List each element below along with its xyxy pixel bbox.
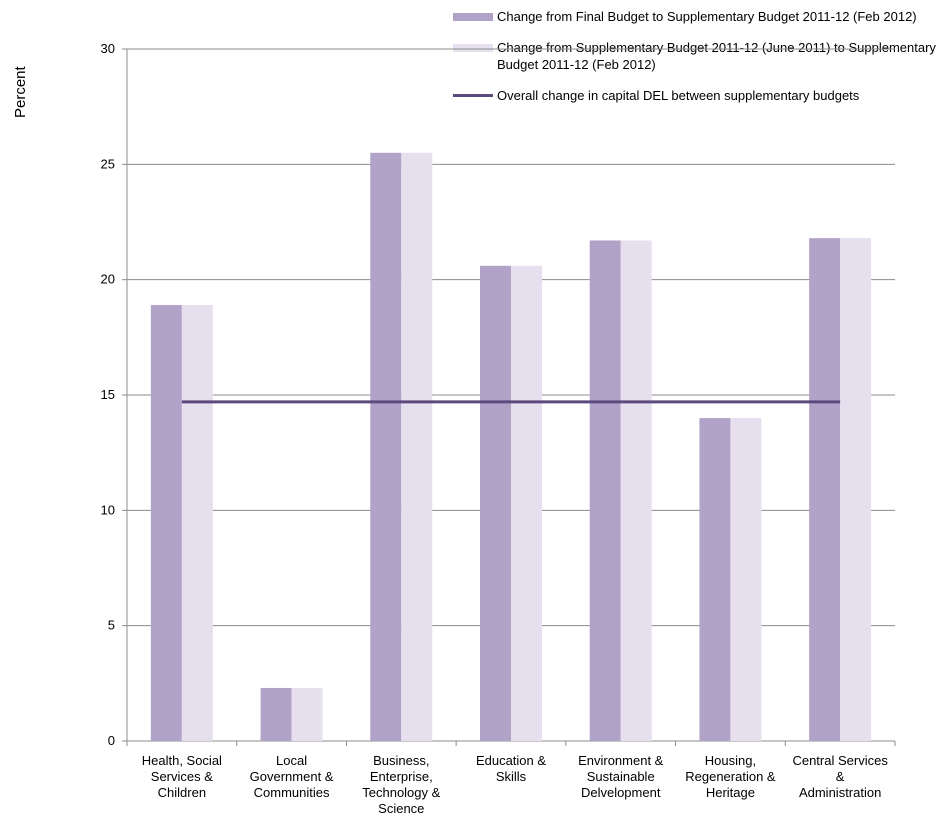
bar-series-2-0 (181, 305, 213, 741)
x-tick-label: Business, Enterprise, Technology & Science (362, 753, 440, 816)
legend-swatch-series-2 (453, 44, 493, 52)
bar-series-1-0 (150, 305, 182, 741)
x-tick-label: Local Government & Communities (250, 753, 334, 800)
legend-swatch-series-1 (453, 13, 493, 21)
legend-label-series-2: Change from Supplementary Budget 2011-12… (497, 40, 936, 72)
y-tick-label: 0 (108, 733, 115, 748)
bar-series-1-1 (260, 687, 292, 741)
legend-label-reference-line: Overall change in capital DEL between su… (497, 88, 860, 103)
bar-series-1-2 (370, 152, 402, 742)
bar-series-1-6 (809, 238, 841, 741)
legend-item-series-2: Change from Supplementary Budget 2011-12… (453, 39, 943, 73)
legend: Change from Final Budget to Supplementar… (453, 8, 943, 118)
bar-series-2-3 (511, 265, 542, 741)
legend-item-series-1: Change from Final Budget to Supplementar… (453, 8, 943, 25)
bar-series-1-3 (480, 265, 511, 741)
y-tick-label: 15 (101, 387, 115, 402)
bar-series-2-1 (291, 687, 323, 741)
bar-series-2-6 (840, 238, 872, 741)
x-tick-label: Central Services & Administration (792, 753, 888, 800)
y-tick-label: 5 (108, 618, 115, 633)
legend-swatch-reference-line (453, 94, 493, 97)
y-tick-label: 20 (101, 272, 115, 287)
y-tick-label: 10 (101, 502, 115, 517)
y-tick-label: 25 (101, 156, 115, 171)
legend-label-series-1: Change from Final Budget to Supplementar… (497, 9, 917, 24)
bar-series-1-4 (589, 240, 621, 741)
bar-series-2-4 (620, 240, 652, 741)
bar-series-1-5 (699, 418, 731, 741)
x-tick-label: Environment & Sustainable Delvelopment (578, 753, 664, 800)
legend-item-reference-line: Overall change in capital DEL between su… (453, 87, 943, 104)
x-tick-label: Health, Social Services & Children (142, 753, 222, 800)
x-tick-label: Education & Skills (476, 753, 546, 784)
y-tick-label: 30 (101, 41, 115, 56)
x-tick-label: Housing, Regeneration & Heritage (685, 753, 776, 800)
bar-series-2-5 (730, 418, 762, 741)
bar-series-2-2 (401, 152, 433, 742)
